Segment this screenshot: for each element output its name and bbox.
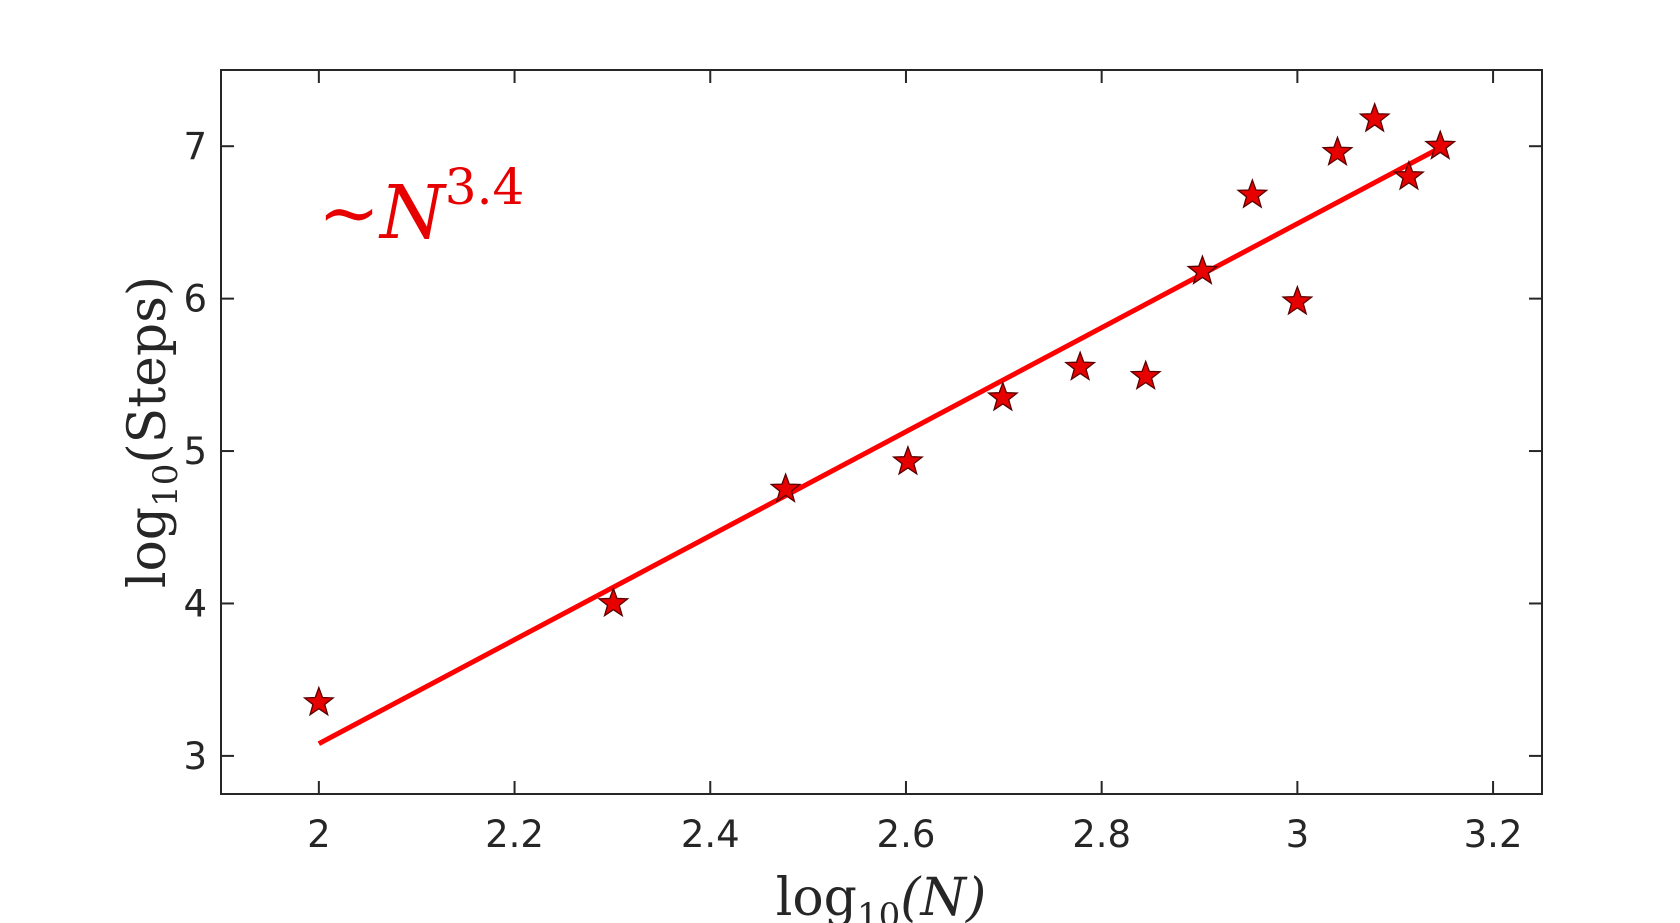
data-point-11 (1358, 101, 1391, 133)
y-tick-label-3: 6 (183, 278, 207, 321)
data-point-6 (1129, 359, 1162, 391)
x-tick-label-4: 2.8 (1072, 813, 1131, 856)
y-axis-label-arg: (Steps) (118, 276, 178, 464)
data-point-13 (1424, 129, 1457, 160)
x-tick-label-5: 3 (1286, 813, 1310, 856)
x-tick-label-3: 2.6 (877, 813, 936, 856)
data-point-12 (1392, 159, 1425, 191)
x-axis-label-arg: (N) (900, 868, 986, 923)
x-tick-label-0: 2 (307, 813, 331, 856)
y-tick-label-0: 3 (183, 735, 207, 778)
annotation-exponent: 3.4 (445, 158, 525, 216)
data-point-3 (891, 444, 924, 476)
annotation-power-law: ∼N3.4 (318, 158, 524, 256)
data-point-1 (597, 586, 630, 618)
x-tick-label-1: 2.2 (485, 813, 544, 856)
axis-ticks (221, 70, 1542, 794)
y-axis-label-sub: 10 (146, 464, 186, 507)
y-axis-label: log10(Steps) (118, 276, 186, 588)
plot-background (221, 70, 1542, 794)
data-point-7 (1186, 254, 1219, 285)
plot-frame (220, 69, 1543, 795)
data-point-10 (1321, 135, 1354, 166)
data-point-8 (1236, 178, 1269, 209)
x-axis-label-prefix: log (776, 868, 857, 923)
x-axis-label-sub: 10 (857, 896, 900, 923)
x-axis-label: log10(N) (776, 868, 987, 923)
y-tick-label-4: 7 (183, 125, 207, 168)
tick-labels: 2 2.2 2.4 2.6 2.8 3 3.2 3 4 5 6 7 (183, 125, 1522, 856)
x-tick-label-2: 2.4 (681, 813, 740, 856)
data-point-5 (1064, 350, 1097, 381)
data-point-9 (1281, 284, 1314, 316)
data-markers (302, 101, 1457, 717)
y-tick-label-1: 4 (183, 582, 207, 625)
data-point-0 (302, 685, 335, 717)
annotation-base: ∼N (318, 170, 447, 256)
data-point-2 (769, 472, 802, 503)
y-tick-label-2: 5 (183, 430, 207, 473)
x-tick-label-6: 3.2 (1464, 813, 1523, 856)
y-axis-label-prefix: log (118, 507, 178, 588)
data-point-4 (986, 380, 1019, 412)
fit-line (317, 145, 1442, 746)
